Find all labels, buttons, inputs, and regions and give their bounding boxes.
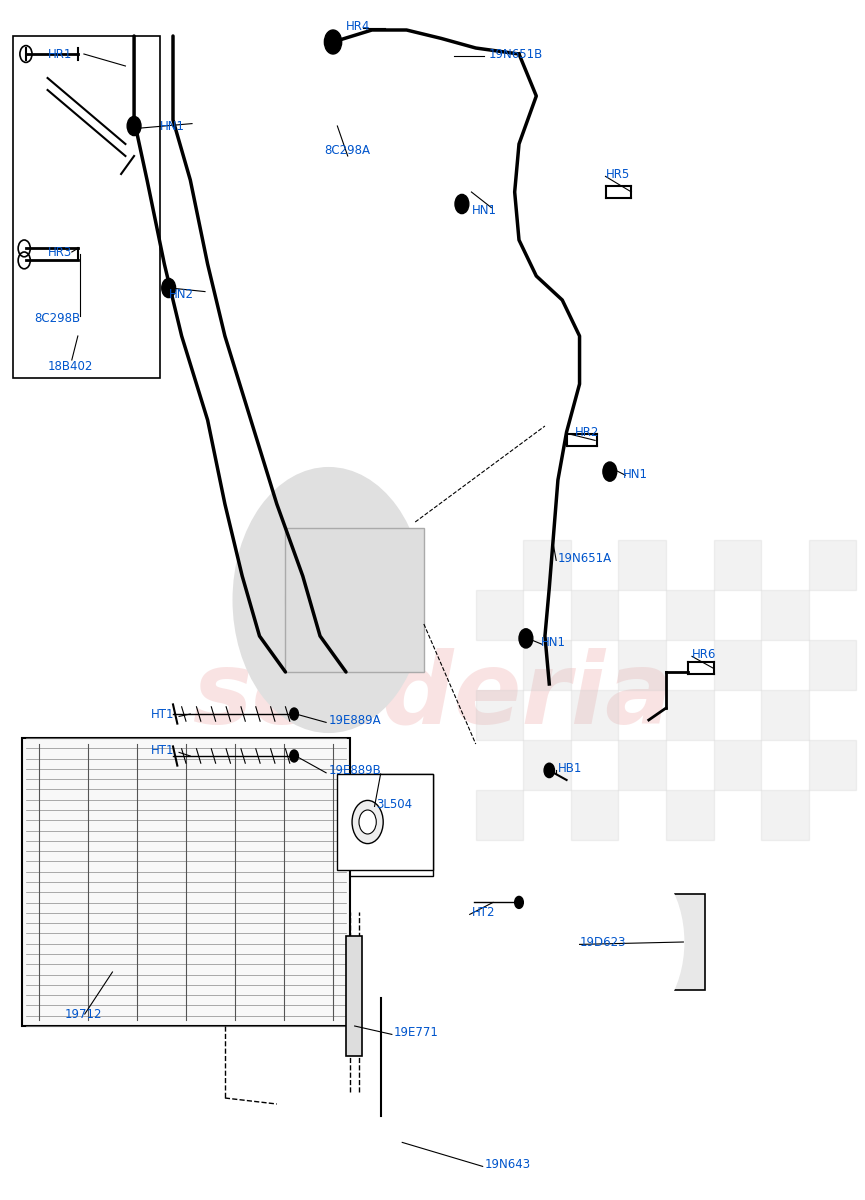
- Bar: [714, 540, 761, 590]
- Bar: [476, 790, 523, 840]
- Text: HR3: HR3: [48, 246, 72, 258]
- Circle shape: [603, 462, 617, 481]
- Bar: [337, 774, 432, 870]
- Circle shape: [359, 810, 376, 834]
- Bar: [627, 894, 705, 990]
- Text: HR4: HR4: [346, 20, 370, 32]
- Bar: [571, 590, 618, 640]
- Text: 19E771: 19E771: [394, 1026, 439, 1038]
- Text: HN1: HN1: [541, 636, 566, 648]
- Text: 19712: 19712: [65, 1008, 102, 1020]
- Text: scuderia: scuderia: [192, 648, 673, 744]
- Text: HN1: HN1: [160, 120, 185, 132]
- Text: 19D623: 19D623: [580, 936, 626, 948]
- Circle shape: [324, 30, 342, 54]
- Bar: [714, 640, 761, 690]
- Text: 19E889A: 19E889A: [329, 714, 381, 726]
- Text: HT1: HT1: [151, 744, 175, 756]
- Circle shape: [515, 896, 523, 908]
- Circle shape: [352, 800, 383, 844]
- Bar: [618, 540, 666, 590]
- Bar: [476, 590, 523, 640]
- Text: 19E889B: 19E889B: [329, 764, 381, 776]
- Bar: [571, 690, 618, 740]
- Text: 19N651A: 19N651A: [558, 552, 612, 564]
- Bar: [714, 740, 761, 790]
- Circle shape: [519, 629, 533, 648]
- Circle shape: [290, 708, 298, 720]
- Text: HN2: HN2: [169, 288, 194, 300]
- Text: 8C298A: 8C298A: [324, 144, 370, 156]
- Text: 3L504: 3L504: [376, 798, 413, 810]
- Bar: [333, 774, 432, 876]
- Text: HT2: HT2: [471, 906, 495, 918]
- Text: 18B402: 18B402: [48, 360, 93, 372]
- Bar: [666, 590, 714, 640]
- Bar: [346, 936, 362, 1056]
- Bar: [809, 540, 856, 590]
- Text: HB1: HB1: [558, 762, 582, 774]
- Bar: [666, 690, 714, 740]
- Bar: [761, 790, 809, 840]
- Bar: [285, 528, 424, 672]
- Text: HR2: HR2: [575, 426, 599, 438]
- Bar: [809, 640, 856, 690]
- Circle shape: [234, 468, 424, 732]
- Circle shape: [162, 278, 176, 298]
- Bar: [22, 738, 350, 1026]
- Text: HR1: HR1: [48, 48, 72, 60]
- Bar: [523, 540, 571, 590]
- Bar: [618, 740, 666, 790]
- Bar: [571, 790, 618, 840]
- Circle shape: [544, 763, 554, 778]
- Bar: [523, 740, 571, 790]
- Bar: [666, 790, 714, 840]
- Text: HR6: HR6: [692, 648, 716, 660]
- Bar: [761, 590, 809, 640]
- Circle shape: [596, 911, 641, 973]
- Text: 8C298B: 8C298B: [35, 312, 80, 324]
- Text: HN1: HN1: [623, 468, 648, 480]
- Bar: [618, 640, 666, 690]
- Text: HT1: HT1: [151, 708, 175, 720]
- Circle shape: [455, 194, 469, 214]
- Text: HN1: HN1: [471, 204, 497, 216]
- Circle shape: [290, 750, 298, 762]
- Text: HR5: HR5: [606, 168, 630, 180]
- Bar: [761, 690, 809, 740]
- Bar: [13, 36, 160, 378]
- Bar: [476, 690, 523, 740]
- Bar: [809, 740, 856, 790]
- Bar: [523, 640, 571, 690]
- Circle shape: [554, 852, 683, 1032]
- Text: 19N643: 19N643: [484, 1158, 530, 1170]
- Text: 19N651B: 19N651B: [489, 48, 543, 60]
- Circle shape: [127, 116, 141, 136]
- Circle shape: [285, 540, 372, 660]
